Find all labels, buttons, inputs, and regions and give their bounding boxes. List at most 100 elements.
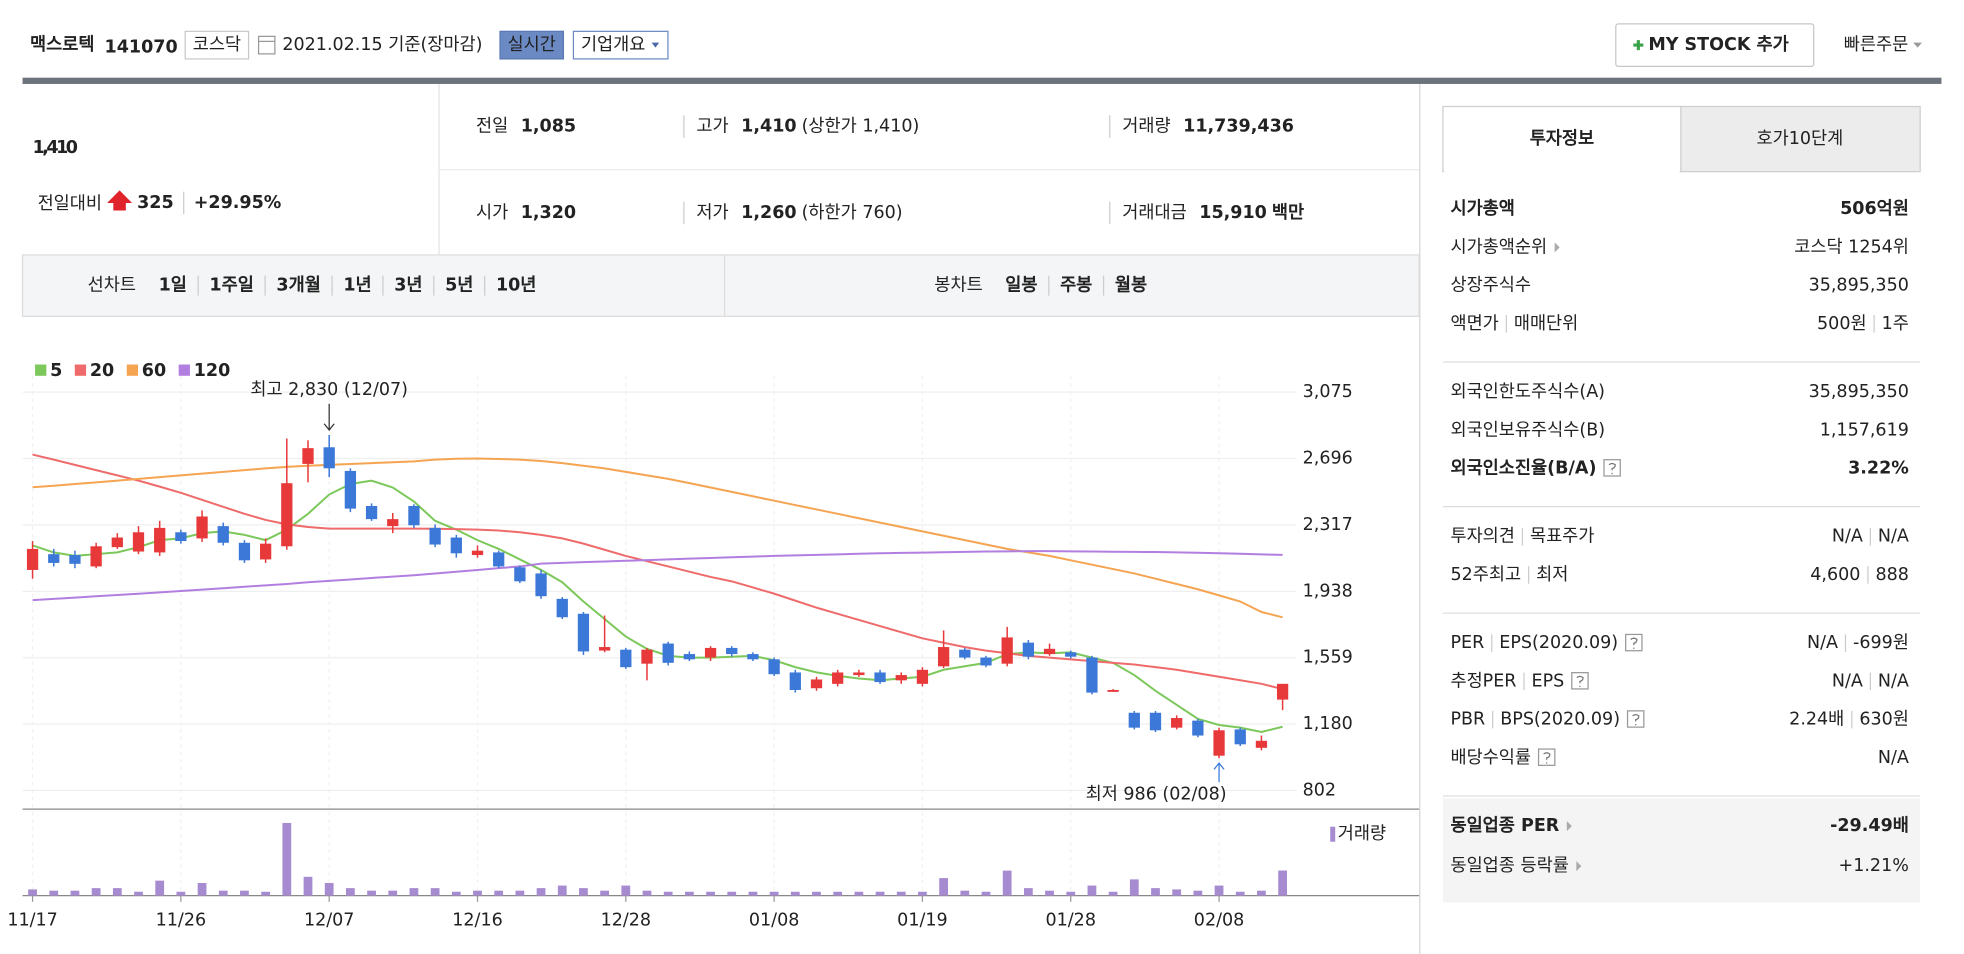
top-border: [22, 77, 1942, 84]
quote-label: 시가: [476, 203, 508, 223]
candle-body: [1022, 642, 1035, 657]
candle-body: [598, 647, 611, 651]
period-tab[interactable]: 월봉: [1115, 276, 1147, 296]
candle-body: [1276, 683, 1289, 700]
moving-average-line: [32, 453, 1283, 691]
my-stock-button[interactable]: [1615, 23, 1815, 68]
period-tab[interactable]: 10년: [496, 276, 536, 296]
info-text: 35,895,350: [1809, 382, 1909, 402]
info-text: 코스닥 1254위: [1794, 237, 1909, 257]
side-tab[interactable]: [1442, 105, 1682, 173]
period-tab[interactable]: 일봉: [1005, 276, 1037, 296]
info-text: 2.24배: [1789, 710, 1844, 730]
info-text: 506억원: [1840, 199, 1909, 219]
y-tick-label: 2,317: [1303, 515, 1353, 535]
period-tab[interactable]: 1주일: [209, 276, 253, 296]
my-stock-label[interactable]: MY STOCK 추가: [1648, 35, 1788, 55]
info-text: 3.22%: [1848, 458, 1909, 478]
help-mark: [1632, 713, 1640, 726]
info-text: N/A: [1807, 633, 1838, 653]
current-price: 1,410: [33, 138, 78, 158]
info-text: 배당수익률: [1450, 748, 1531, 768]
period-tab[interactable]: 3개월: [276, 276, 320, 296]
candle-body: [916, 669, 929, 684]
link-caret: [1554, 242, 1560, 253]
quote-label: 거래량: [1122, 117, 1170, 137]
quote-value: 1,085: [521, 117, 576, 137]
company-info-button-box: [572, 30, 669, 60]
info-text: 투자의견: [1450, 527, 1514, 547]
volume-bar: [430, 888, 440, 896]
quote-unit: 백만: [1272, 203, 1304, 223]
volume-bar: [1193, 890, 1203, 896]
info-text: 4,600: [1810, 565, 1860, 585]
period-tab[interactable]: 1년: [343, 276, 371, 296]
legend-label: 20: [90, 361, 114, 381]
info-text: 외국인한도주식수(A): [1450, 382, 1605, 402]
period-tab[interactable]: 주봉: [1060, 276, 1092, 296]
volume-bar: [1087, 885, 1097, 896]
volume-bar: [49, 890, 59, 896]
info-text: N/A: [1832, 671, 1863, 691]
candle-body: [132, 532, 145, 552]
legend-label: 60: [142, 361, 166, 381]
candle-body: [365, 505, 378, 520]
help-mark: [1576, 675, 1584, 688]
period-tab[interactable]: 1일: [159, 276, 187, 296]
side-tab[interactable]: [1680, 105, 1921, 173]
x-tick-label: 02/08: [1194, 911, 1244, 931]
volume-bar: [218, 890, 228, 896]
volume-bar: [642, 890, 652, 896]
volume-bar: [324, 882, 334, 896]
y-tick-label: 2,696: [1303, 448, 1353, 468]
candle-body: [493, 552, 505, 567]
candle-body: [577, 613, 590, 652]
candle-body: [704, 647, 717, 658]
side-tab-label[interactable]: 투자정보: [1530, 129, 1594, 149]
side-tab-label[interactable]: 호가10단계: [1757, 129, 1844, 149]
volume-bar: [473, 890, 482, 896]
volume-bar: [960, 890, 970, 896]
volume-bar: [896, 891, 906, 896]
volume-bar: [112, 888, 122, 896]
volume-bar: [240, 890, 249, 896]
candle-body: [1213, 730, 1225, 756]
volume-bar: [70, 890, 80, 896]
candle-body: [620, 649, 632, 668]
period-tab[interactable]: 3년: [394, 276, 422, 296]
quote-value: 15,910: [1199, 203, 1267, 223]
volume-bar: [282, 822, 292, 896]
quick-order[interactable]: 빠른주문: [1844, 35, 1908, 55]
quote-label: 거래대금: [1122, 203, 1186, 223]
volume-bar: [1235, 891, 1245, 896]
info-text: 500원: [1817, 314, 1867, 334]
candle-body: [471, 550, 484, 556]
volume-bar: [261, 891, 271, 896]
info-text: PBR: [1450, 710, 1485, 730]
section-bg: [1442, 798, 1921, 903]
volume-bar: [494, 890, 504, 896]
info-text: EPS: [1532, 671, 1565, 691]
change-value: 325: [137, 193, 174, 213]
tab-label: 봉차트: [934, 276, 982, 296]
candle-body: [387, 519, 399, 527]
candle-body: [535, 573, 547, 597]
volume-bar: [536, 888, 546, 896]
volume-bar: [854, 891, 864, 896]
volume-bar: [812, 891, 821, 896]
candle-body: [450, 537, 462, 554]
legend-label: 5: [50, 361, 62, 381]
candle-body: [1255, 740, 1268, 748]
candle-body: [175, 532, 187, 542]
volume-bar: [1002, 870, 1012, 896]
candle-body: [48, 554, 60, 563]
link-caret: [1576, 861, 1582, 872]
volume-bar: [1151, 888, 1160, 896]
info-text: 최저: [1536, 565, 1568, 585]
legend-swatch: [178, 364, 190, 376]
change-label: 전일대비: [38, 194, 102, 214]
chart-tab-bar: [21, 254, 1420, 317]
plus-icon: [1633, 40, 1644, 51]
period-tab[interactable]: 5년: [445, 276, 473, 296]
help-mark: [1630, 637, 1638, 649]
